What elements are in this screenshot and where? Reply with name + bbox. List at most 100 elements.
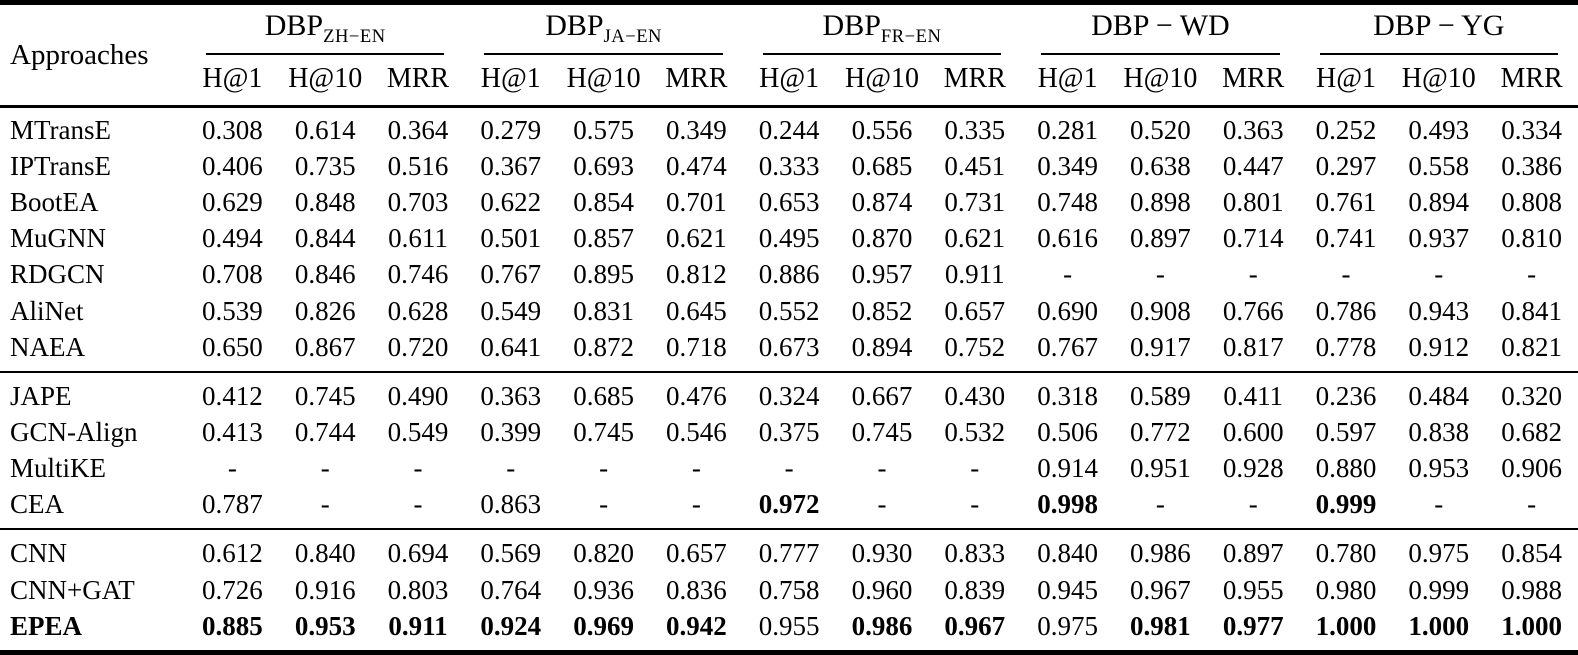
value-cell: 0.685 <box>851 151 913 182</box>
value-cell: 0.908 <box>1130 295 1191 326</box>
dataset-group-label: DBP − WD <box>1091 9 1230 42</box>
value-cell: 0.506 <box>1037 416 1098 447</box>
column-header-metric: H@10 <box>288 63 363 94</box>
value-cell: 0.930 <box>835 528 929 572</box>
value-cell: 0.334 <box>1485 104 1578 149</box>
value-cell: 0.308 <box>186 104 279 149</box>
table-row: RDGCN 0.708 0.846 0.746 0.767 0.895 0.812 0.886… <box>0 257 1578 293</box>
group-header-row: Approaches DBPZH−EN DBPJA−EN DBPFR−EN DBP − … <box>0 3 1578 71</box>
table-row: IPTransE 0.406 0.735 0.516 0.367 0.693 0.474 0.… <box>0 149 1578 185</box>
value-cell: 0.386 <box>1501 151 1562 182</box>
value-cell: 0.430 <box>928 370 1022 415</box>
value-cell: 0.621 <box>666 223 727 254</box>
value-cell: 0.244 <box>742 104 836 149</box>
value-cell: 0.493 <box>1392 104 1486 149</box>
row-label: JAPE <box>0 370 186 415</box>
value-cell: 0.612 <box>186 528 279 572</box>
table-row: JAPE 0.412 0.745 0.490 0.363 0.685 0.476 0.324 0… <box>0 370 1578 415</box>
column-header-metric: H@1 <box>1037 63 1098 94</box>
value-cell: 0.840 <box>1021 528 1114 572</box>
value-cell: 0.629 <box>202 187 263 218</box>
table-row: MTransE 0.308 0.614 0.364 0.279 0.575 0.349 0.2… <box>0 104 1578 149</box>
value-cell: 0.569 <box>464 528 558 572</box>
table-row: MultiKE - - - - - - - - - 0.914 0.951 0.928 0.880 0.95… <box>0 451 1578 487</box>
dataset-group-rule: DBPFR−EN <box>762 5 1002 55</box>
value-cell: - <box>227 453 237 484</box>
row-label: EPEA <box>10 611 83 642</box>
row-label: GCN-Align <box>10 416 138 447</box>
table-row: NAEA 0.650 0.867 0.720 0.641 0.872 0.718 0.673 0… <box>0 329 1578 372</box>
value-cell: 0.746 <box>387 259 449 290</box>
value-cell: - <box>320 453 330 484</box>
value-cell: 0.682 <box>1501 416 1562 447</box>
value-cell: 0.817 <box>1222 331 1284 362</box>
value-cell: 0.841 <box>1501 295 1562 326</box>
value-cell: 0.999 <box>1315 489 1377 520</box>
value-cell: 0.872 <box>573 331 634 362</box>
value-cell: 0.826 <box>294 295 356 326</box>
value-cell: 0.957 <box>851 259 913 290</box>
value-cell: 0.320 <box>1485 370 1578 415</box>
value-cell: 0.549 <box>480 295 542 326</box>
value-cell: 0.852 <box>851 295 913 326</box>
row-label: IPTransE <box>10 151 112 182</box>
value-cell: 0.645 <box>666 295 727 326</box>
row-label: MultiKE <box>10 453 107 484</box>
value-cell: 0.399 <box>480 416 542 447</box>
value-cell: 0.886 <box>758 259 820 290</box>
value-cell: 0.960 <box>851 574 913 605</box>
value-cell: 0.803 <box>387 574 449 605</box>
value-cell: 0.714 <box>1222 223 1284 254</box>
value-cell: 0.748 <box>1037 187 1098 218</box>
value-cell: 0.885 <box>202 611 263 642</box>
value-cell: 0.413 <box>202 416 263 447</box>
value-cell: 0.894 <box>1408 187 1470 218</box>
value-cell: 0.638 <box>1130 151 1191 182</box>
value-cell: 0.975 <box>1392 528 1486 572</box>
value-cell: 0.589 <box>1113 370 1207 415</box>
value-cell: 0.363 <box>1206 104 1300 149</box>
value-cell: 0.980 <box>1315 574 1377 605</box>
row-label: CNN+GAT <box>10 574 135 605</box>
value-cell: 0.766 <box>1222 295 1284 326</box>
value-cell: 0.546 <box>666 416 727 447</box>
value-cell: 0.349 <box>1037 151 1098 182</box>
value-cell: 0.597 <box>1315 416 1377 447</box>
value-cell: 0.767 <box>1037 331 1098 362</box>
value-cell: 0.844 <box>294 223 356 254</box>
value-cell: 0.953 <box>1408 453 1470 484</box>
table-body: MTransE 0.308 0.614 0.364 0.279 0.575 0.349 0.2… <box>0 104 1578 653</box>
value-cell: - <box>877 453 887 484</box>
value-cell: 0.854 <box>573 187 634 218</box>
table-row: EPEA 0.885 0.953 0.911 0.924 0.969 0.942 0.955 0… <box>0 608 1578 652</box>
value-cell: 0.975 <box>1037 611 1098 642</box>
dataset-group-header: DBP − YG <box>1300 3 1578 55</box>
column-header-approaches: Approaches <box>10 38 149 71</box>
row-label: RDGCN <box>10 259 105 290</box>
value-cell: 0.955 <box>1222 574 1284 605</box>
value-cell: 0.752 <box>944 331 1006 362</box>
column-header-metric: MRR <box>943 63 1006 94</box>
value-cell: 0.694 <box>371 528 465 572</box>
dataset-group-label: DBP − YG <box>1373 9 1505 42</box>
value-cell: 0.986 <box>1113 528 1207 572</box>
value-cell: - <box>1155 259 1165 290</box>
value-cell: 0.758 <box>758 574 820 605</box>
value-cell: 0.820 <box>557 528 650 572</box>
value-cell: 0.279 <box>464 104 558 149</box>
value-cell: 0.839 <box>944 574 1006 605</box>
column-header-metric: H@10 <box>566 63 641 94</box>
value-cell: 0.411 <box>1206 370 1300 415</box>
value-cell: 0.928 <box>1222 453 1284 484</box>
column-header-metric: MRR <box>665 63 728 94</box>
row-label: MuGNN <box>10 223 107 254</box>
value-cell: 0.780 <box>1299 528 1393 572</box>
value-cell: - <box>506 453 516 484</box>
value-cell: 0.516 <box>387 151 449 182</box>
value-cell: 0.720 <box>387 331 449 362</box>
value-cell: 0.745 <box>573 416 634 447</box>
value-cell: 0.894 <box>851 331 913 362</box>
value-cell: 0.673 <box>758 331 820 362</box>
value-cell: 0.539 <box>202 295 263 326</box>
value-cell: - <box>1063 259 1073 290</box>
